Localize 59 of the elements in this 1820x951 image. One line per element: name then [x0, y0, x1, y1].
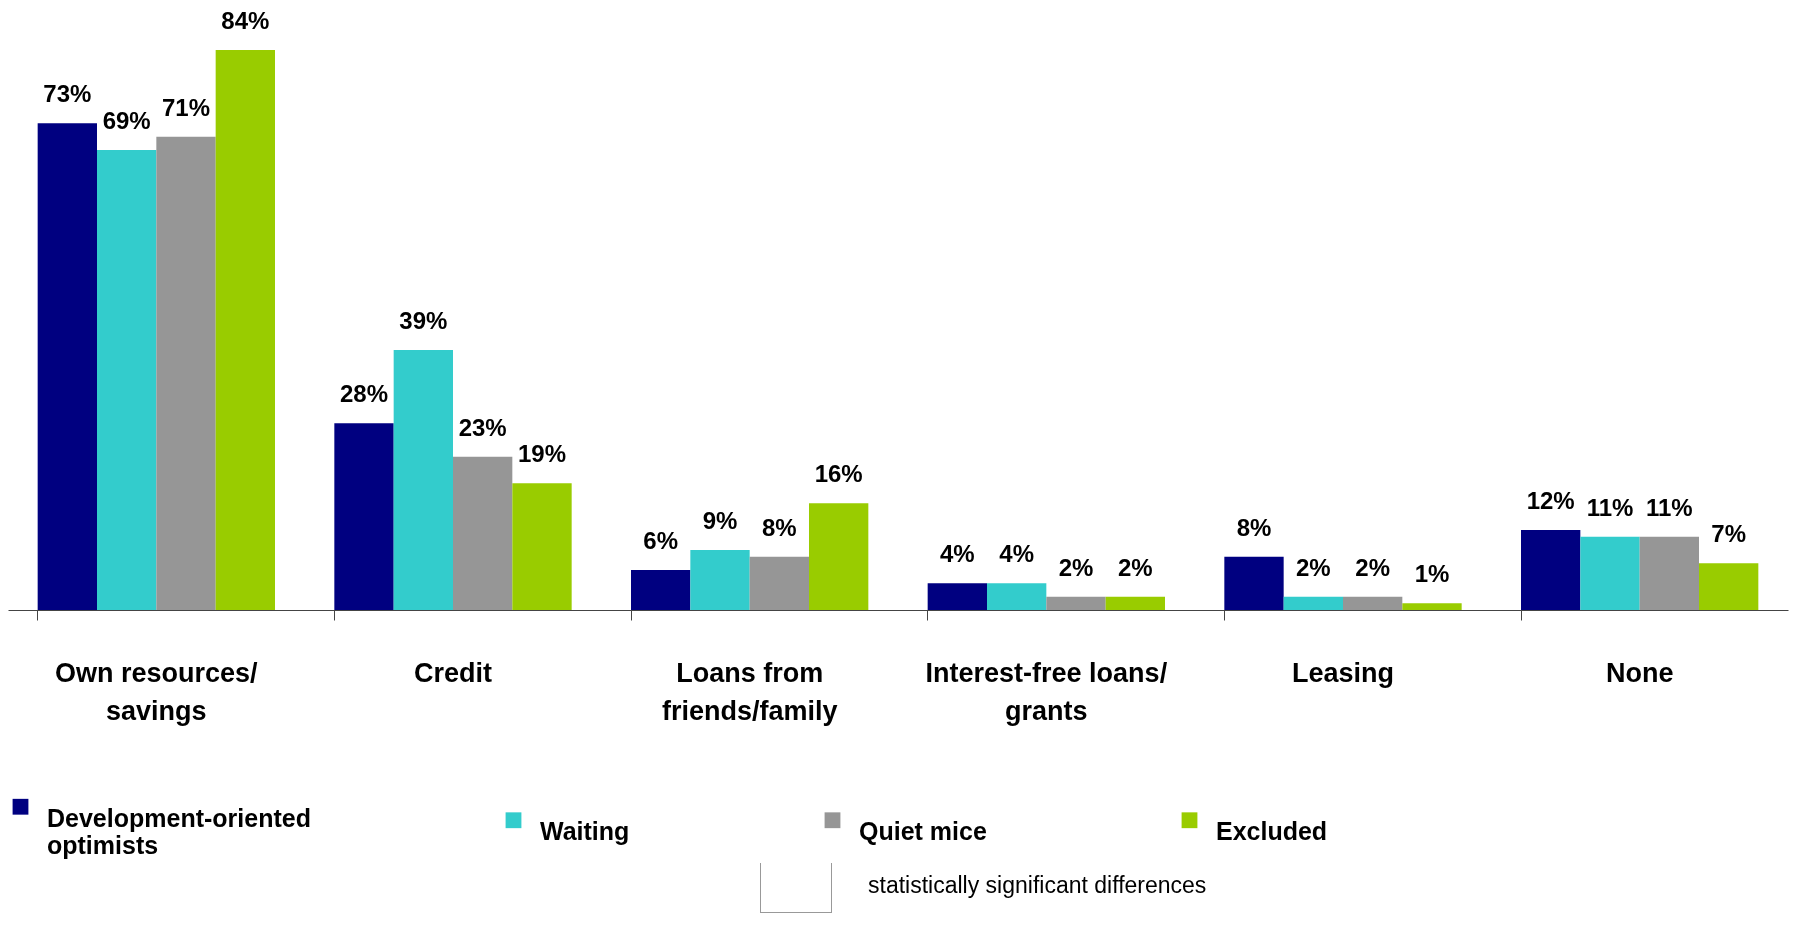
bar: [987, 583, 1047, 610]
bar: [156, 136, 216, 610]
bar: [1343, 596, 1403, 610]
legend-label: Quiet mice: [859, 817, 987, 846]
legend-label: Excluded: [1216, 817, 1328, 846]
text: statistically significant differences: [868, 871, 1207, 899]
data-label: 73%: [43, 80, 92, 108]
bar: [1639, 536, 1699, 610]
bar: [927, 583, 987, 610]
bar: [215, 50, 275, 610]
bar: [334, 423, 394, 610]
bar: [749, 556, 809, 610]
bar: [1046, 596, 1106, 610]
bar: [809, 503, 869, 610]
data-label: 1%: [1414, 560, 1450, 588]
data-label: 2%: [1058, 553, 1094, 581]
data-label: 9%: [702, 507, 738, 534]
data-label: 11%: [1645, 493, 1693, 521]
data-label: 7%: [1711, 520, 1747, 548]
bar: [1402, 603, 1462, 610]
data-label: 2%: [1295, 553, 1331, 581]
bar: [1580, 536, 1640, 610]
data-label: 16%: [814, 460, 863, 488]
data-label: 19%: [517, 440, 567, 468]
bar: [97, 150, 157, 610]
legend-label: Development-oriented optimists: [47, 803, 311, 859]
bar: [1105, 596, 1165, 610]
x-tick-label: Leasing: [1291, 657, 1395, 688]
data-label: 28%: [339, 380, 389, 408]
data-label: 6%: [643, 527, 679, 554]
bar: [1283, 596, 1343, 610]
data-label: 8%: [1236, 513, 1272, 541]
x-tick-label: None: [1605, 657, 1674, 688]
bar: [690, 550, 750, 610]
data-label: 11%: [1586, 493, 1634, 521]
bar: [393, 350, 453, 610]
bar: [1699, 563, 1759, 610]
data-label: 84%: [221, 7, 270, 34]
data-label: 8%: [761, 513, 797, 541]
bar: [37, 123, 97, 610]
data-label: 23%: [458, 413, 507, 441]
bar: [453, 456, 513, 610]
bar: [1521, 530, 1581, 610]
data-label: 2%: [1355, 553, 1391, 581]
x-tick-label: Loans from friends/family: [661, 657, 838, 726]
data-label: 69%: [102, 107, 151, 134]
bar: [1224, 556, 1284, 610]
x-tick-label: Credit: [413, 657, 493, 688]
data-label: 39%: [399, 307, 448, 334]
data-label: 4%: [999, 540, 1035, 568]
bar: [631, 570, 691, 610]
data-label: 71%: [161, 93, 211, 121]
x-tick-label: Own resources/ savings: [55, 657, 259, 726]
legend-label: Waiting: [540, 817, 630, 846]
x-tick-label: Interest-free loans/ grants: [925, 657, 1168, 726]
bar: [512, 483, 572, 610]
data-label: 4%: [939, 540, 975, 568]
data-label: 2%: [1117, 553, 1153, 581]
data-label: 12%: [1526, 487, 1575, 514]
